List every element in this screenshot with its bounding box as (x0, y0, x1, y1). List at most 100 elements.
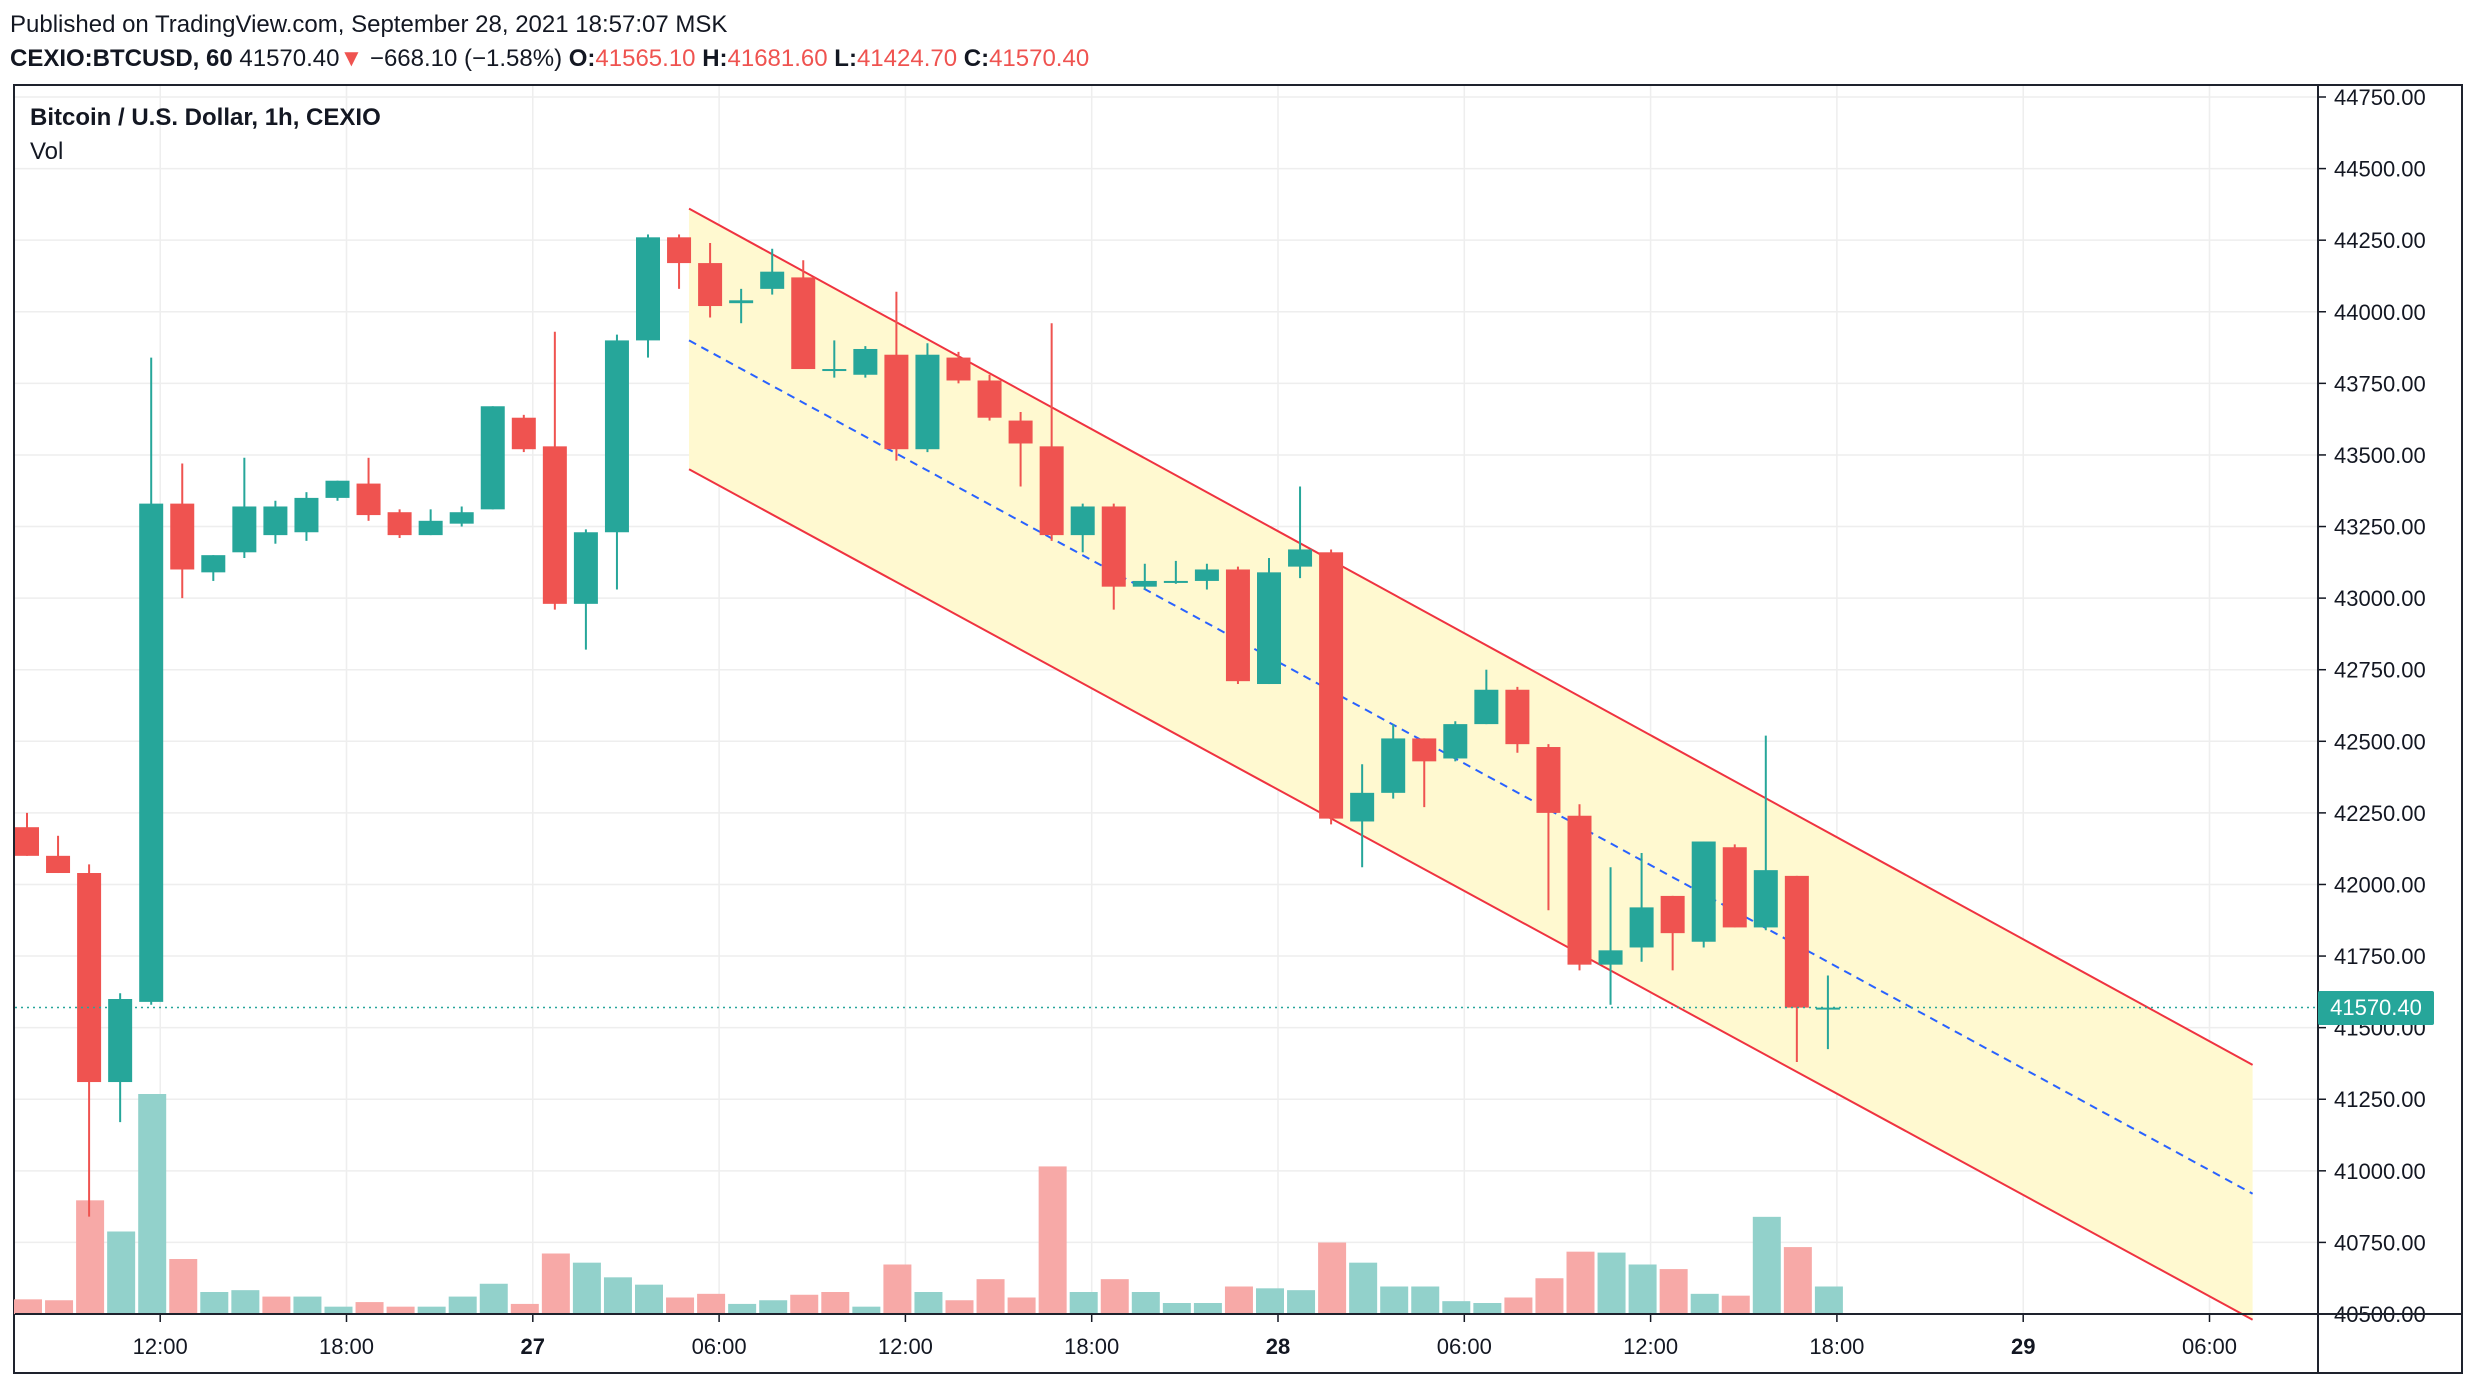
candle-body (480, 406, 505, 510)
candle-body (1505, 689, 1530, 745)
y-tick-label: 42250.00 (2334, 801, 2426, 826)
candle-body (263, 506, 288, 536)
x-tick-label: 12:00 (133, 1334, 188, 1359)
volume-bar (635, 1284, 663, 1314)
candle-body (636, 237, 660, 341)
pane-title-text: Bitcoin / U.S. Dollar, 1h, CEXIO (30, 104, 381, 131)
y-tick-label: 44250.00 (2334, 228, 2426, 253)
candle-body (356, 483, 381, 516)
candle-body (1660, 895, 1685, 934)
volume-bar (200, 1292, 229, 1314)
volume-bar (1442, 1301, 1471, 1314)
candle-body (170, 503, 195, 570)
channel-upper-line (688, 207, 2254, 1066)
candle-body (1722, 847, 1747, 928)
candle-body (1194, 569, 1219, 581)
candle-body (729, 300, 754, 304)
volume-bar (790, 1294, 819, 1314)
volume-bar (1193, 1303, 1222, 1314)
volume-bar (479, 1283, 508, 1314)
volume-bar (169, 1259, 198, 1314)
candle-body (1008, 420, 1033, 444)
down-arrow-icon: ▼ (339, 45, 364, 72)
volume-bar (138, 1094, 167, 1314)
x-tick-label: 28 (1266, 1334, 1290, 1359)
volume-bar (1007, 1297, 1036, 1314)
y-tick-label: 41250.00 (2334, 1087, 2426, 1112)
x-tick-label: 18:00 (1809, 1334, 1864, 1359)
candle-body (604, 340, 629, 533)
volume-label: Vol (30, 138, 64, 165)
y-tick-label: 43500.00 (2334, 443, 2426, 468)
y-tick-label: 42000.00 (2334, 872, 2426, 897)
candle-body (294, 497, 319, 533)
high-value: 41681.60 (727, 45, 828, 72)
y-tick-label: 43250.00 (2334, 515, 2426, 540)
x-tick-label: 12:00 (878, 1334, 933, 1359)
candle-body (1474, 689, 1499, 725)
candle-body (1225, 569, 1250, 682)
candle-body (108, 999, 133, 1083)
candle-body (1288, 549, 1313, 567)
candle-body (1163, 580, 1188, 583)
volume-bar (1597, 1252, 1626, 1314)
volume-bar (231, 1290, 260, 1314)
volume-bar (541, 1253, 570, 1314)
volume-bar (1256, 1288, 1284, 1314)
volume-bar (759, 1300, 788, 1314)
published-line: Published on TradingView.com, September … (10, 11, 728, 38)
volume-bar (1659, 1269, 1688, 1314)
volume-bar (1038, 1166, 1067, 1314)
candle-body (1784, 875, 1809, 1008)
candle-body (853, 348, 878, 375)
candle-body (977, 380, 1002, 418)
volume-bar (1535, 1278, 1564, 1314)
candle-body (1598, 950, 1623, 965)
x-tick-label: 18:00 (1064, 1334, 1119, 1359)
candle-body (1070, 506, 1095, 536)
volume-bar (728, 1303, 757, 1314)
candle-body (698, 263, 723, 307)
candle-body (1753, 870, 1778, 928)
channel-median-line (688, 339, 2254, 1195)
candle-body (1319, 552, 1344, 819)
symbol-label: CEXIO:BTCUSD, 60 (10, 45, 233, 72)
candle-body (1132, 580, 1157, 587)
low-value: 41424.70 (856, 45, 958, 72)
axes: 40500.0040750.0041000.0041250.0041500.00… (15, 85, 2463, 1374)
volume-bar (1224, 1286, 1253, 1314)
x-tick-label: 06:00 (1437, 1334, 1492, 1359)
volume-bar (1380, 1286, 1409, 1314)
price-change: −668.10 (−1.58%) (369, 45, 563, 72)
candle-body (1443, 724, 1468, 759)
volume-bar (262, 1296, 291, 1314)
volume-bar (572, 1262, 601, 1314)
volume-bar (417, 1306, 446, 1314)
volume-bar (914, 1292, 943, 1314)
candle-body (139, 503, 164, 1002)
candle-body (542, 446, 567, 604)
candle-body (325, 480, 350, 498)
volume-bar (1814, 1286, 1843, 1314)
volume-bar (1349, 1262, 1378, 1314)
candle-body (201, 555, 226, 573)
volume-bar (1473, 1303, 1502, 1314)
candle-body (1257, 572, 1281, 685)
volume-bar (945, 1300, 974, 1314)
candle-body (449, 512, 474, 524)
quote-line: CEXIO:BTCUSD, 60 41570.40▼ −668.10 (−1.5… (10, 42, 2450, 76)
y-tick-label: 41750.00 (2334, 944, 2426, 969)
y-tick-label: 41000.00 (2334, 1159, 2426, 1184)
volume-bar (1690, 1293, 1719, 1314)
candle-body (77, 873, 102, 1083)
volume-bar (666, 1297, 695, 1314)
candle-body (1039, 446, 1064, 536)
candle-body (915, 354, 940, 450)
volume-bar (1721, 1295, 1750, 1314)
volume-bar (293, 1296, 322, 1314)
candle-body (573, 532, 598, 604)
volume-bar (821, 1292, 850, 1314)
candle-body (1536, 747, 1561, 813)
volume-bar (1504, 1297, 1533, 1314)
